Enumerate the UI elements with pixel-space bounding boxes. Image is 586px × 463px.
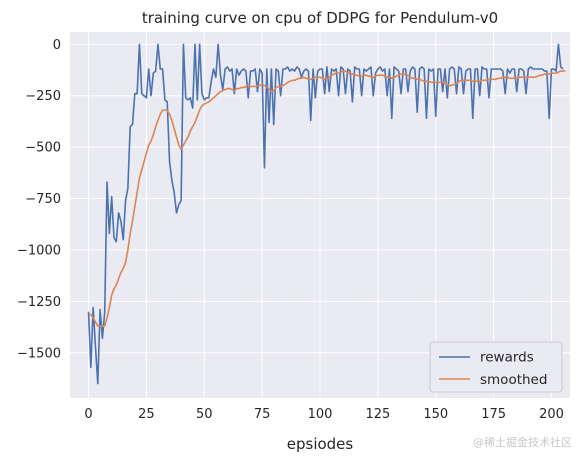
y-tick-label: −500 bbox=[25, 141, 61, 156]
x-axis-label: epsiodes bbox=[287, 435, 354, 453]
y-tick-label: −250 bbox=[25, 89, 61, 104]
legend-label-smoothed: smoothed bbox=[480, 372, 547, 388]
x-tick-label: 100 bbox=[308, 407, 333, 422]
x-tick-label: 125 bbox=[365, 407, 390, 422]
watermark: @稀土掘金技术社区 bbox=[473, 435, 572, 449]
x-tick-label: 75 bbox=[254, 407, 271, 422]
grid-lines bbox=[70, 32, 570, 398]
y-tick-label: −1250 bbox=[17, 295, 61, 310]
x-tick-label: 175 bbox=[481, 407, 506, 422]
x-axis-ticks: 0 25 50 75 100 125 150 175 200 bbox=[84, 407, 564, 422]
x-tick-label: 25 bbox=[138, 407, 155, 422]
x-tick-label: 0 bbox=[84, 407, 92, 422]
legend-label-rewards: rewards bbox=[480, 350, 534, 366]
series-layer bbox=[87, 43, 566, 385]
y-tick-label: −750 bbox=[25, 192, 61, 207]
legend: rewards smoothed bbox=[429, 341, 563, 393]
x-tick-label: 200 bbox=[539, 407, 564, 422]
y-tick-label: −1500 bbox=[17, 346, 61, 361]
x-tick-label: 150 bbox=[423, 407, 448, 422]
y-tick-label: 0 bbox=[53, 38, 61, 53]
series-line-smoothed bbox=[88, 70, 566, 328]
chart-title: training curve on cpu of DDPG for Pendul… bbox=[142, 9, 498, 27]
x-tick-label: 50 bbox=[196, 407, 213, 422]
y-tick-label: −1000 bbox=[17, 243, 61, 258]
y-axis-ticks: 0 −250 −500 −750 −1000 −1250 −1500 bbox=[17, 38, 61, 361]
